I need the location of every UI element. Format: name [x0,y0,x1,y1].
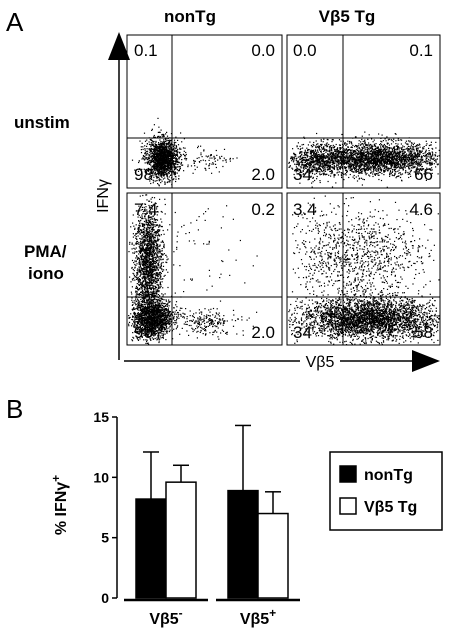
row-label-pma-line2: iono [28,264,64,283]
bar-y-tick-label: 15 [93,409,109,425]
quadrant-lower-right: 2.0 [251,323,275,342]
flow-plot-tg-unstim: 0.0 0.1 34 66 [286,34,441,189]
quadrant-lower-left: 34 [293,323,312,342]
bar-y-ticks: 0 5 10 15 [93,409,117,606]
dots-nontg-unstim [131,117,238,187]
quadrant-lower-left: 34 [293,165,312,184]
legend-swatch-tg [339,497,357,515]
quadrant-lower-left: 90 [134,323,153,342]
quadrant-upper-left: 7.4 [134,200,158,219]
bar-nontg-vb5-pos [227,489,259,599]
quadrant-lower-right: 66 [414,165,433,184]
bar-y-tick-label: 10 [93,469,109,485]
bar-tg-vb5-pos [257,512,289,599]
quadrant-lower-left: 98 [134,165,153,184]
quadrant-lower-right: 2.0 [251,165,275,184]
flow-plot-nontg-unstim: 0.1 0.0 98 2.0 [126,34,283,189]
bar-marks [135,424,289,599]
y-axis-arrow [108,32,130,360]
flow-plot-nontg-pma: 7.4 0.2 90 2.0 [126,192,283,346]
column-header-nontg: nonTg [164,7,216,26]
legend-label-nontg: nonTg [364,467,413,484]
bar-nontg-vb5-neg [135,498,167,599]
category-label: Vβ5+ [240,606,276,628]
row-label-pma-line1: PMA/ [24,242,67,261]
panel-a-letter: A [6,7,24,37]
bar-tg-vb5-neg [165,481,197,599]
quadrant-lower-right: 58 [414,323,433,342]
dots-nontg-pma [128,194,258,345]
dots-tg-unstim [288,131,440,188]
bar-chart: 0 5 10 15 Vβ5- Vβ5+ [93,409,300,628]
quadrant-upper-left: 3.4 [293,200,317,219]
row-label-unstim: unstim [14,113,70,132]
category-label: Vβ5- [149,606,182,628]
y-axis-label-ifng: IFNγ [95,179,112,213]
quadrant-upper-left: 0.1 [134,41,158,60]
quadrant-upper-right: 0.0 [251,41,275,60]
legend: nonTg Vβ5 Tg [329,451,443,531]
bar-categories: Vβ5- Vβ5+ [124,598,300,628]
bar-y-axis-label: % IFNγ+ [49,475,70,535]
legend-label-tg: Vβ5 Tg [364,499,417,516]
quadrant-upper-left: 0.0 [293,41,317,60]
bar-y-tick-label: 5 [101,530,109,546]
bar-y-tick-label: 0 [101,590,109,606]
column-header-tg: Vβ5 Tg [319,7,376,26]
quadrant-upper-right: 0.1 [409,41,433,60]
legend-swatch-nontg [339,465,357,483]
x-axis-arrow [124,350,440,372]
flow-plot-tg-pma: 3.4 4.6 34 58 [286,192,441,346]
quadrant-upper-right: 4.6 [409,200,433,219]
x-axis-label-vb5: Vβ5 [306,354,335,371]
dots-tg-pma [288,195,440,346]
panel-b-letter: B [6,394,23,424]
quadrant-upper-right: 0.2 [251,200,275,219]
